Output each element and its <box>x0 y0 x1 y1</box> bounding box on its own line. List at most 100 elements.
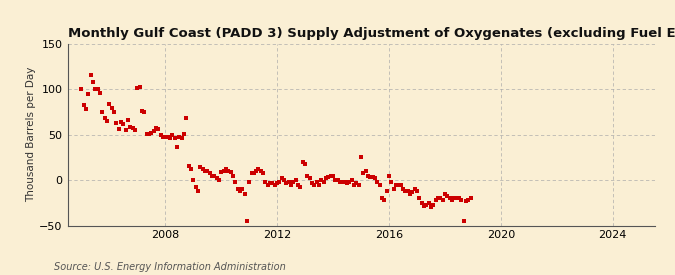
Point <box>232 187 243 191</box>
Point <box>104 102 115 106</box>
Point <box>225 170 236 174</box>
Point <box>200 169 211 173</box>
Point <box>444 196 455 200</box>
Point <box>260 180 271 184</box>
Point <box>354 183 364 187</box>
Point <box>242 219 252 223</box>
Point <box>139 110 150 114</box>
Point <box>370 176 381 180</box>
Point <box>340 180 350 184</box>
Point <box>316 178 327 182</box>
Point <box>358 171 369 175</box>
Point <box>402 189 413 193</box>
Point <box>272 181 283 185</box>
Point <box>158 134 169 139</box>
Point <box>188 178 198 182</box>
Point <box>267 181 278 185</box>
Point <box>207 173 217 178</box>
Point <box>274 180 285 184</box>
Point <box>437 198 448 202</box>
Point <box>99 116 110 121</box>
Point <box>263 183 273 187</box>
Point <box>120 128 131 132</box>
Text: Source: U.S. Energy Information Administration: Source: U.S. Energy Information Administ… <box>54 262 286 272</box>
Point <box>83 92 94 96</box>
Point <box>279 178 290 182</box>
Point <box>169 136 180 141</box>
Point <box>128 126 138 131</box>
Point <box>321 176 331 180</box>
Point <box>214 178 225 182</box>
Point <box>153 127 164 131</box>
Point <box>372 180 383 184</box>
Point <box>412 189 423 193</box>
Point <box>197 167 208 171</box>
Point <box>418 203 429 208</box>
Point <box>328 173 339 178</box>
Point <box>162 134 173 139</box>
Point <box>442 194 453 199</box>
Point <box>428 202 439 207</box>
Point <box>109 110 119 114</box>
Point <box>181 116 192 121</box>
Point <box>351 181 362 185</box>
Point <box>155 133 166 137</box>
Point <box>90 87 101 92</box>
Point <box>244 180 254 184</box>
Point <box>76 87 87 92</box>
Point <box>454 196 464 200</box>
Point <box>367 175 378 180</box>
Point <box>102 119 113 123</box>
Point <box>346 178 357 182</box>
Point <box>396 183 406 187</box>
Point <box>463 198 474 202</box>
Point <box>125 125 136 130</box>
Point <box>78 103 89 107</box>
Point <box>195 165 206 170</box>
Point <box>410 187 421 191</box>
Y-axis label: Thousand Barrels per Day: Thousand Barrels per Day <box>26 67 36 202</box>
Point <box>111 121 122 125</box>
Point <box>211 176 222 180</box>
Point <box>230 180 241 184</box>
Point <box>216 170 227 174</box>
Point <box>192 189 203 193</box>
Point <box>123 118 134 122</box>
Point <box>146 131 157 135</box>
Point <box>130 128 140 132</box>
Point <box>449 196 460 200</box>
Point <box>362 173 373 178</box>
Point <box>295 185 306 189</box>
Point <box>269 183 280 187</box>
Point <box>204 171 215 175</box>
Point <box>293 183 304 187</box>
Point <box>209 173 220 178</box>
Point <box>304 176 315 180</box>
Point <box>165 136 176 141</box>
Point <box>227 173 238 178</box>
Point <box>426 205 437 210</box>
Point <box>141 132 152 136</box>
Point <box>160 135 171 140</box>
Point <box>460 199 471 203</box>
Point <box>335 180 346 184</box>
Point <box>265 181 275 185</box>
Point <box>433 196 443 200</box>
Point <box>174 135 185 140</box>
Text: Monthly Gulf Coast (PADD 3) Supply Adjustment of Oxygenates (excluding Fuel Etha: Monthly Gulf Coast (PADD 3) Supply Adjus… <box>68 27 675 40</box>
Point <box>179 132 190 136</box>
Point <box>284 180 294 184</box>
Point <box>237 187 248 191</box>
Point <box>258 171 269 175</box>
Point <box>398 187 408 191</box>
Point <box>144 132 155 136</box>
Point <box>421 202 432 207</box>
Point <box>81 107 92 112</box>
Point <box>319 180 329 184</box>
Point <box>176 136 187 141</box>
Point <box>337 180 348 184</box>
Point <box>383 173 394 178</box>
Point <box>386 180 397 184</box>
Point <box>356 155 367 160</box>
Point <box>435 196 446 200</box>
